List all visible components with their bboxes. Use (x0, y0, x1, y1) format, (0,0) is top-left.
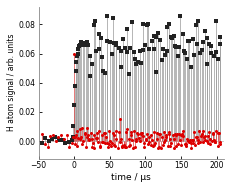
Y-axis label: H atom signal / arb. units: H atom signal / arb. units (7, 34, 16, 132)
X-axis label: time / μs: time / μs (111, 173, 151, 182)
